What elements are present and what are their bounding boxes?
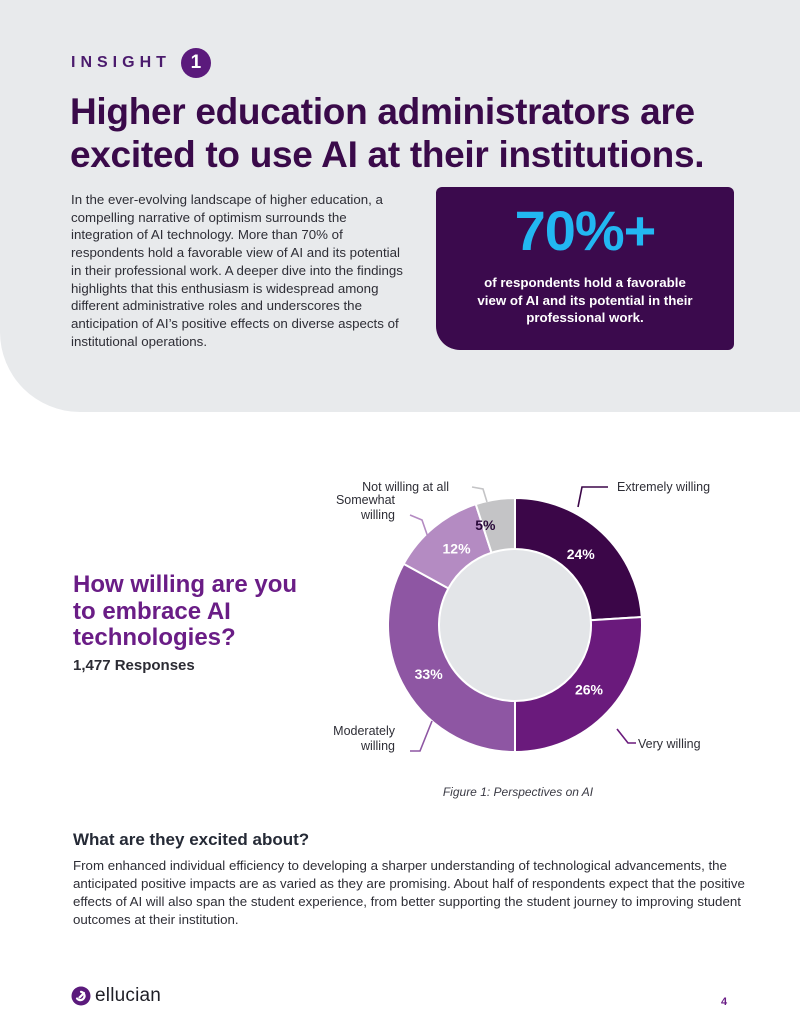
figure-caption: Figure 1: Perspectives on AI — [442, 785, 594, 799]
willingness-donut-chart: 24% 26% 33% 12%5% Extremely willing Very will… — [333, 480, 710, 754]
page-number: 4 — [721, 996, 728, 1008]
donut-center — [440, 550, 590, 700]
stat-callout-card: 70%+ of respondents hold a favorable vie… — [436, 187, 734, 350]
donut-value-label-somewhat-willing: 12% — [443, 540, 472, 556]
insight-label: INSIGHT — [71, 54, 171, 71]
donut-slice-moderately-willing — [387, 562, 516, 754]
category-label-not-willing-at-all: Not willing at all — [362, 480, 449, 494]
donut-value-label-extremely-willing: 24% — [567, 546, 596, 562]
stat-description: of respondents hold a favorable view of … — [477, 275, 693, 326]
stat-value: 70%+ — [514, 199, 657, 262]
callout-line-extremely-willing — [577, 486, 608, 508]
category-label-somewhat-willing: Somewhat willing — [336, 493, 396, 522]
donut-value-label-very-willing: 26% — [575, 682, 604, 698]
excited-paragraph: From enhanced individual efficiency to d… — [73, 858, 745, 927]
response-count: 1,477 Responses — [73, 657, 195, 674]
ellucian-logo: ellucian — [71, 985, 161, 1007]
page-headline: Higher education administrators are exci… — [70, 91, 705, 175]
callout-line-somewhat-willing — [409, 514, 431, 544]
callout-line-moderately-willing — [410, 720, 433, 752]
callout-line-not-willing-at-all — [471, 486, 488, 503]
insight-number-badge: 1 — [180, 48, 211, 78]
category-label-very-willing: Very willing — [638, 737, 701, 751]
logo-wordmark: ellucian — [95, 985, 162, 1006]
ellucian-logo-icon — [71, 986, 91, 1006]
survey-question: How willing are you to embrace AI techno… — [73, 571, 298, 651]
donut-slice-very-willing — [514, 615, 643, 754]
donut-value-label-not-willing-at-all: 5% — [475, 517, 496, 533]
insight-tag: INSIGHT 1 — [71, 48, 211, 78]
donut-value-label-moderately-willing: 33% — [415, 666, 444, 682]
category-label-moderately-willing: Moderately willing — [333, 724, 396, 753]
donut-slice-extremely-willing — [514, 496, 643, 622]
callout-line-very-willing — [616, 728, 636, 744]
excited-heading: What are they excited about? — [73, 830, 310, 849]
intro-paragraph: In the ever-evolving landscape of higher… — [71, 192, 403, 349]
category-label-extremely-willing: Extremely willing — [617, 480, 710, 494]
